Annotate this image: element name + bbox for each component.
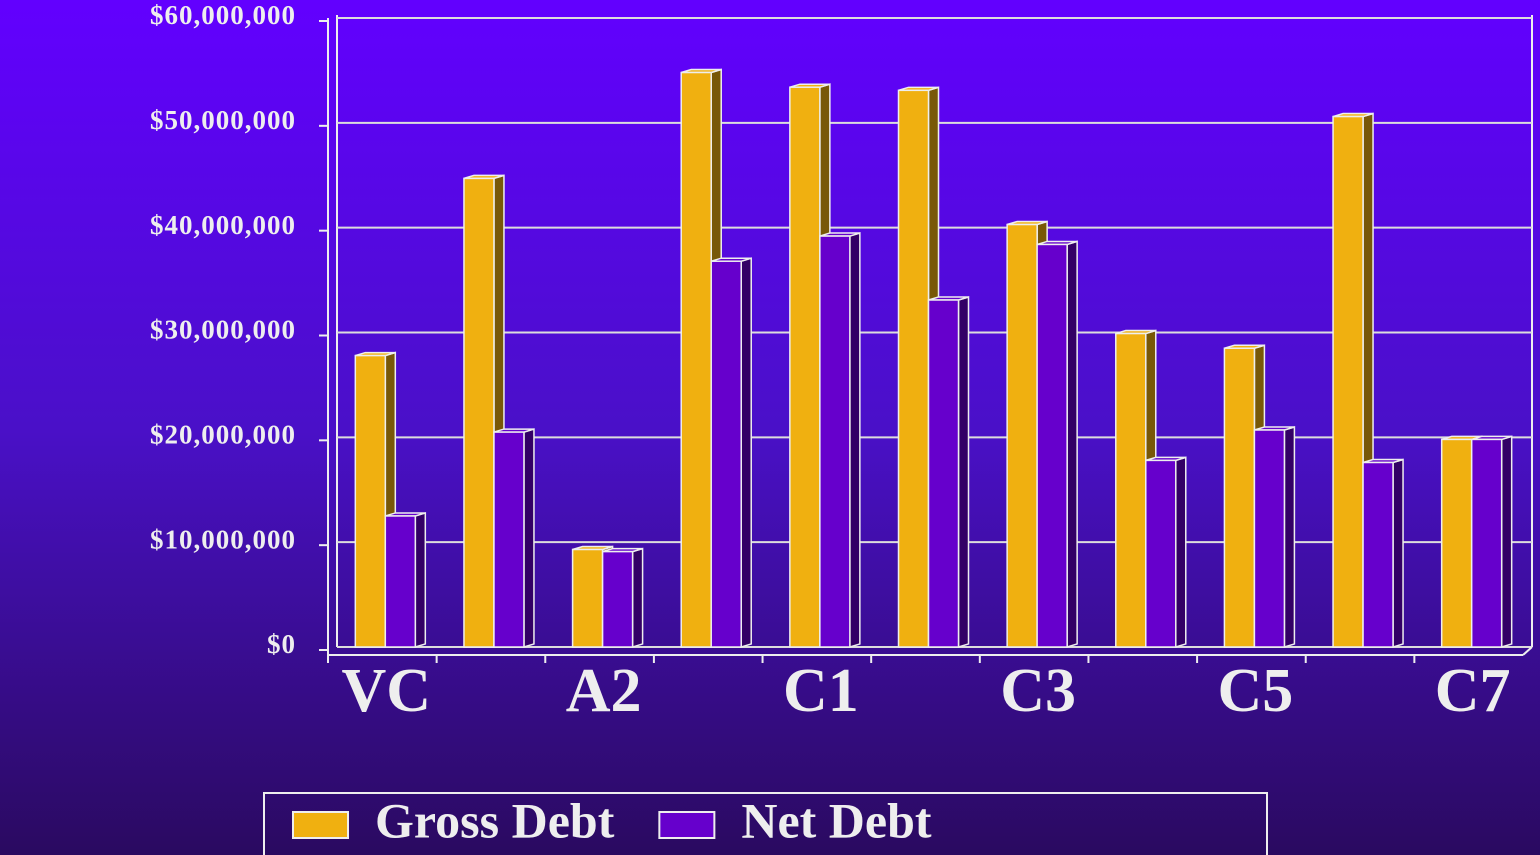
- y-tick-label: $10,000,000: [150, 524, 296, 554]
- bar-side: [631, 547, 644, 649]
- bar: [789, 86, 821, 648]
- bar-side: [1066, 240, 1078, 649]
- bar: [1332, 115, 1364, 648]
- legend-label: Net Debt: [741, 792, 932, 848]
- bar: [1115, 332, 1147, 648]
- bar-side: [740, 257, 752, 649]
- x-tick-label: C7: [1435, 657, 1511, 725]
- legend-swatch: [658, 811, 716, 839]
- bar: [354, 354, 387, 648]
- bar-side: [1500, 435, 1513, 649]
- x-tick-label: C5: [1218, 657, 1294, 725]
- legend-label: Gross Debt: [375, 792, 615, 848]
- bar-side: [414, 511, 427, 649]
- bar: [463, 177, 495, 648]
- y-tick-label: $0: [267, 629, 296, 659]
- bar: [601, 550, 634, 648]
- y-tick-label: $40,000,000: [150, 210, 296, 240]
- bar: [1362, 461, 1394, 648]
- bar: [1036, 243, 1068, 648]
- x-tick-label: VC: [342, 657, 432, 725]
- legend-swatch: [292, 811, 349, 839]
- bar: [384, 515, 417, 648]
- bar: [493, 431, 525, 648]
- bar: [1253, 429, 1286, 648]
- bar: [819, 235, 851, 648]
- bar: [1440, 438, 1473, 648]
- y-tick-label: $60,000,000: [150, 0, 296, 30]
- bar: [1145, 459, 1177, 648]
- bar: [1006, 223, 1038, 648]
- y-tick-label: $50,000,000: [150, 105, 296, 135]
- bar: [680, 71, 712, 648]
- bar-side: [1175, 456, 1187, 649]
- bar-side: [1283, 425, 1296, 649]
- bar-side: [1392, 458, 1404, 649]
- bar: [571, 548, 604, 648]
- bar: [1223, 347, 1256, 648]
- bar: [1470, 438, 1503, 648]
- axis-line: [1522, 646, 1533, 656]
- x-tick-label: C1: [783, 657, 859, 725]
- bar-side: [849, 232, 861, 649]
- bar: [710, 260, 742, 648]
- bar-side: [957, 295, 970, 649]
- bar: [927, 299, 960, 648]
- bar-side: [523, 428, 535, 649]
- x-tick-label: C3: [1000, 657, 1076, 725]
- y-tick-label: $30,000,000: [150, 315, 296, 345]
- x-tick-label: A2: [566, 657, 642, 725]
- legend-box: [263, 792, 1268, 855]
- bar: [897, 89, 930, 648]
- y-tick-label: $20,000,000: [150, 420, 296, 450]
